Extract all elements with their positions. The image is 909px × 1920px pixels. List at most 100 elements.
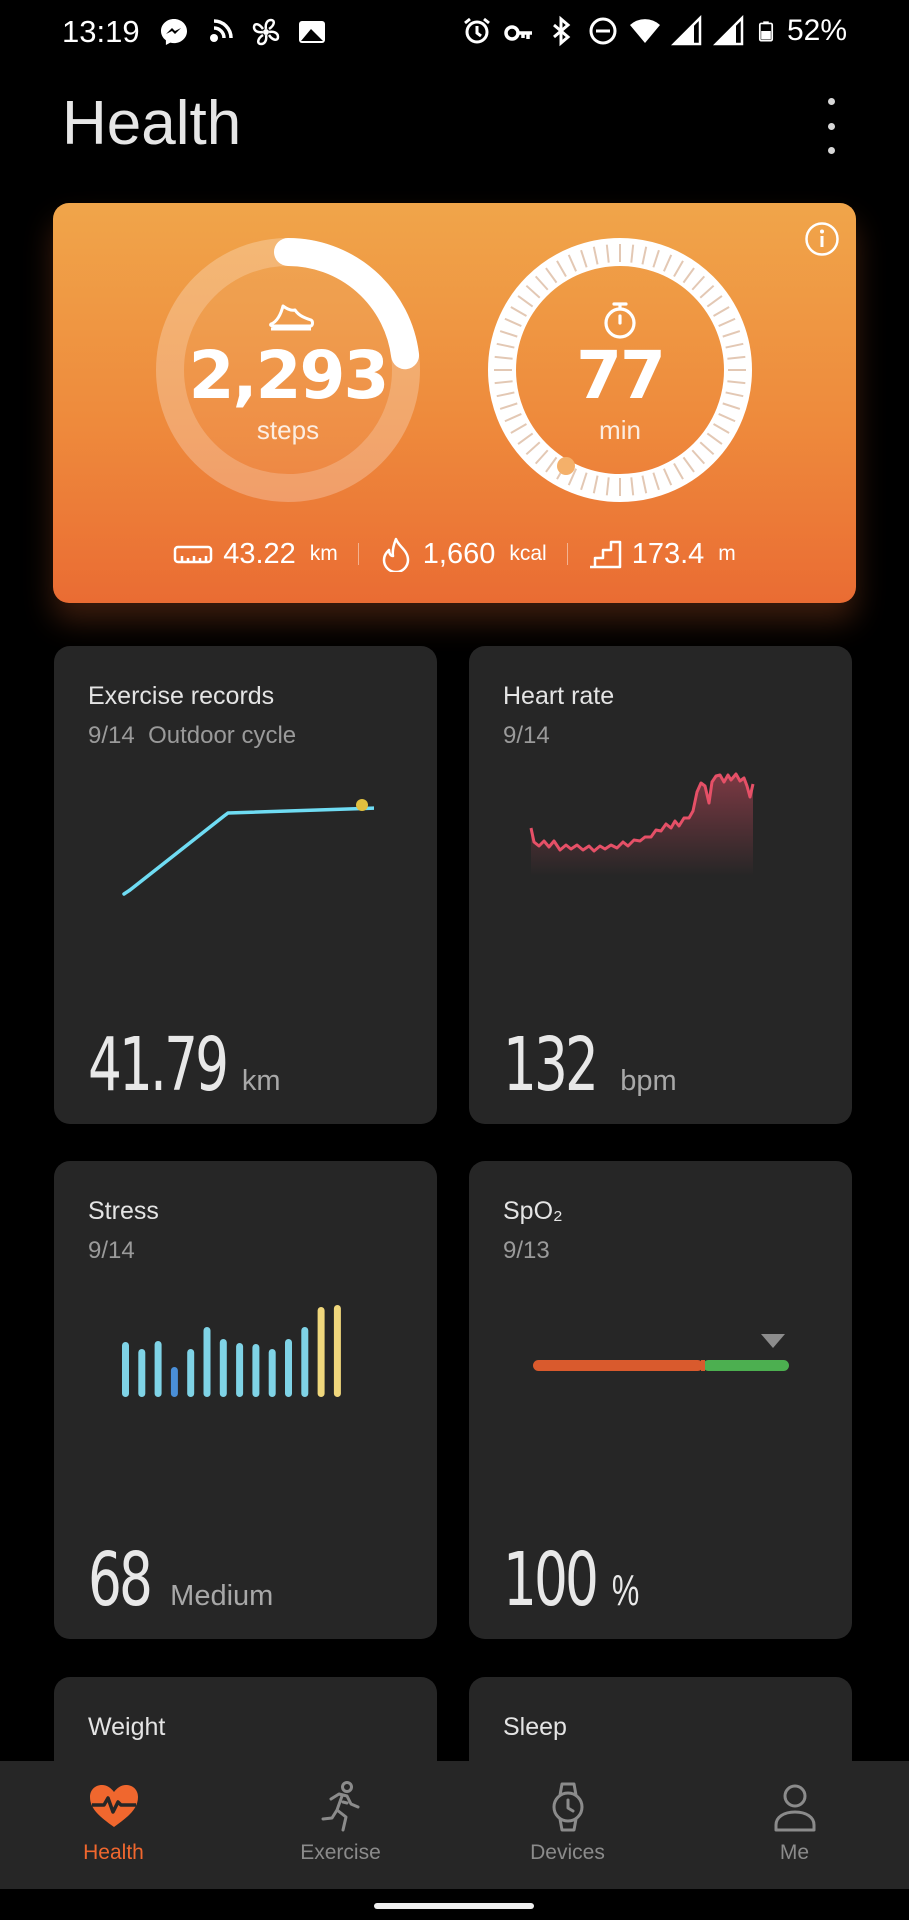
heart-rate-unit: bpm (620, 1065, 677, 1097)
stress-bar (154, 1341, 162, 1397)
signal-icon (712, 15, 744, 46)
bluetooth-icon (552, 15, 571, 47)
spo2-value-row: 100 % (503, 1543, 645, 1617)
ring-tick (706, 295, 723, 308)
ring-tick (592, 246, 599, 265)
stress-value: 68 (88, 1537, 153, 1623)
distance-unit: km (309, 542, 338, 565)
ring-tick (630, 477, 635, 496)
nav-me[interactable]: Me (681, 1761, 908, 1889)
ring-tick (718, 413, 736, 423)
nav-label: Exercise (300, 1841, 381, 1864)
card-title: Stress (88, 1197, 159, 1225)
card-date: 9/14 (88, 1237, 135, 1264)
stress-bar-graph (122, 1305, 341, 1397)
card-title: Weight (88, 1713, 166, 1741)
ring-tick (525, 284, 541, 299)
card-title: SpO₂ (503, 1197, 563, 1225)
nav-exercise[interactable]: Exercise (227, 1761, 454, 1889)
ring-tick (580, 249, 588, 268)
exercise-distance-value: 41.79 (88, 1022, 229, 1108)
flame-icon (382, 537, 410, 572)
steps-unit: steps (256, 415, 320, 445)
heart-rate-card[interactable]: Heart rate 9/14 132 bpm (469, 646, 852, 1124)
nav-devices[interactable]: Devices (454, 1761, 681, 1889)
ring-tick (534, 449, 549, 465)
active-minutes-ring (488, 238, 752, 502)
minutes-unit: min (599, 415, 641, 445)
stress-bar (219, 1339, 227, 1397)
nav-label: Devices (530, 1841, 605, 1864)
heart-pulse-icon (89, 1785, 138, 1827)
stress-card[interactable]: Stress 9/14 68 Medium (54, 1161, 437, 1639)
ring-tick (641, 246, 648, 265)
stress-bar (236, 1343, 244, 1397)
ring-tick (517, 432, 534, 445)
ring-tick (713, 306, 730, 317)
more-options-button[interactable] (816, 98, 846, 154)
wifi-icon (629, 19, 660, 43)
alarm-icon (464, 17, 490, 44)
steps-progress-arc (274, 238, 420, 370)
divider (357, 543, 359, 565)
minutes-center: 77 min (520, 343, 720, 446)
ring-tick (504, 413, 522, 423)
status-time: 13:19 (62, 14, 140, 49)
ring-tick (725, 342, 744, 349)
watch-icon (552, 1782, 583, 1832)
more-dot (827, 98, 835, 105)
more-dot (827, 122, 835, 130)
gesture-handle[interactable] (374, 1903, 534, 1909)
stress-bar (203, 1327, 211, 1397)
stopwatch-icon (604, 302, 636, 339)
ring-tick (673, 463, 684, 480)
card-title: Sleep (503, 1713, 567, 1741)
ring-tick (663, 468, 673, 486)
ring-tick (592, 475, 599, 494)
ring-tick (652, 249, 660, 268)
stress-bar (138, 1349, 146, 1397)
ring-tick (567, 254, 577, 272)
exercise-distance-unit: km (241, 1065, 281, 1097)
runner-icon (321, 1781, 359, 1832)
exercise-records-card[interactable]: Exercise records 9/14 Outdoor cycle 41.7… (54, 646, 437, 1124)
nav-health[interactable]: Health (0, 1761, 227, 1889)
distance-value: 43.22 (223, 537, 296, 570)
person-icon (774, 1784, 815, 1832)
ring-tick (496, 391, 515, 398)
activity-stats-row: 43.22 km 1,660 kcal 173.4 m (53, 536, 856, 572)
ring-tick (727, 355, 746, 360)
card-date: 9/14 (88, 722, 135, 749)
spo2-card[interactable]: SpO₂ 9/13 100 % (469, 1161, 852, 1639)
status-left-icons (158, 16, 328, 48)
nav-label: Health (83, 1841, 144, 1864)
ring-tick (499, 330, 518, 338)
activity-summary-card[interactable]: 2,293 steps 77 min 43.22 km 1,660 kcal 1… (53, 203, 856, 603)
stress-bar (170, 1367, 178, 1397)
card-date: 9/13 (503, 1237, 550, 1264)
spo2-unit: % (612, 1566, 640, 1615)
ring-tick (517, 295, 534, 308)
card-date: 9/14 (503, 722, 550, 749)
exercise-distance: 41.79 km (88, 1028, 281, 1102)
ring-tick (567, 468, 577, 486)
ring-tick (556, 260, 567, 277)
steps-value: 2,293 (188, 337, 390, 414)
heart-rate-value: 132 (503, 1022, 599, 1108)
info-icon[interactable] (804, 221, 840, 257)
messenger-icon (161, 19, 187, 45)
ring-tick (494, 355, 513, 360)
ring-tick (545, 267, 558, 284)
stress-bar (187, 1349, 195, 1397)
stress-bar (317, 1307, 325, 1397)
minutes-value: 77 (576, 337, 666, 414)
stress-bar (268, 1349, 276, 1397)
stress-value-row: 68 Medium (88, 1543, 273, 1617)
card-title: Exercise records (88, 682, 275, 710)
calories-unit: kcal (509, 542, 547, 565)
fan-icon (252, 18, 280, 46)
dnd-icon (589, 17, 617, 45)
ring-tick (641, 475, 648, 494)
route-map (122, 799, 374, 896)
ring-tick (510, 306, 527, 317)
